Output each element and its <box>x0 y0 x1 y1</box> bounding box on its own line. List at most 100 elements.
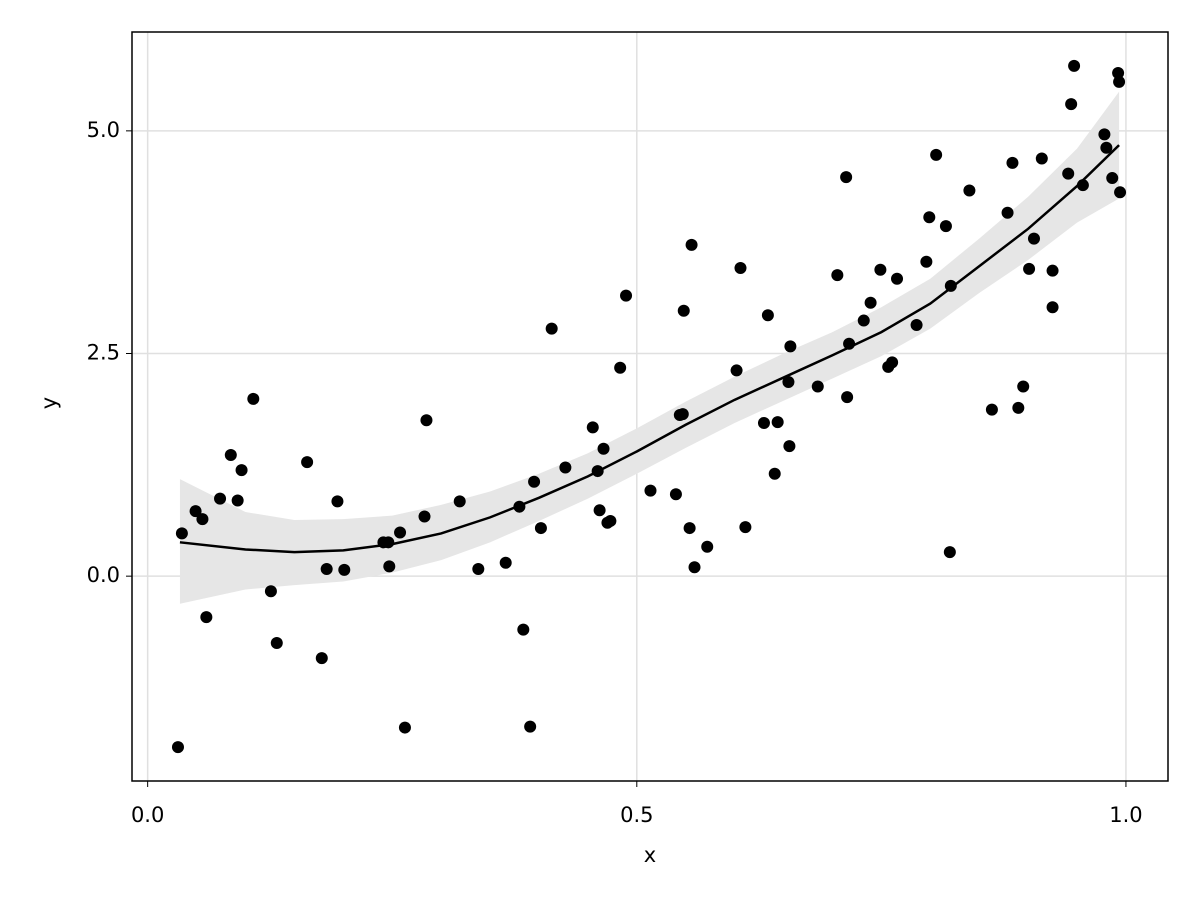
point <box>320 563 333 576</box>
point <box>685 238 698 251</box>
point <box>301 456 314 469</box>
point <box>701 540 714 553</box>
point <box>1012 401 1025 414</box>
point <box>175 527 188 540</box>
point <box>683 522 696 535</box>
point <box>910 319 923 332</box>
point <box>513 500 526 513</box>
point <box>545 322 558 335</box>
point <box>528 475 541 488</box>
point <box>200 611 213 624</box>
point <box>891 272 904 285</box>
point <box>943 546 956 559</box>
point <box>1001 206 1014 219</box>
point <box>1114 186 1127 199</box>
fit-line <box>179 144 1120 554</box>
point <box>591 465 604 478</box>
point <box>757 416 770 429</box>
point <box>831 269 844 282</box>
point <box>593 504 606 517</box>
point <box>196 513 209 526</box>
point <box>939 220 952 233</box>
point <box>864 296 877 309</box>
point <box>214 492 227 505</box>
point <box>874 263 887 276</box>
plot-frame <box>131 31 1169 782</box>
point <box>1027 232 1040 245</box>
point <box>1017 380 1030 393</box>
point <box>782 376 795 389</box>
point <box>620 289 633 302</box>
point <box>843 337 856 350</box>
point <box>1062 167 1075 180</box>
point <box>270 636 283 649</box>
y-tick-label: 0.0 <box>87 563 120 587</box>
point <box>1065 98 1078 111</box>
point <box>331 495 344 508</box>
point <box>768 467 781 480</box>
point <box>1098 128 1111 141</box>
point <box>1068 59 1081 72</box>
point <box>534 522 547 535</box>
point <box>930 148 943 161</box>
point <box>688 561 701 574</box>
point <box>235 464 248 477</box>
point <box>784 340 797 353</box>
point <box>920 255 933 268</box>
point <box>597 442 610 455</box>
point <box>857 314 870 327</box>
point <box>418 510 431 523</box>
point <box>1100 141 1113 154</box>
point <box>1006 156 1019 169</box>
point <box>841 391 854 404</box>
point <box>1046 301 1059 314</box>
point <box>247 392 260 405</box>
point <box>1106 172 1119 185</box>
point <box>231 494 244 507</box>
point <box>1076 179 1089 192</box>
y-tick-label: 2.5 <box>87 341 120 365</box>
x-tick-label: 0.0 <box>131 803 164 827</box>
point <box>771 416 784 429</box>
point <box>739 521 752 534</box>
point <box>1112 66 1125 79</box>
point <box>586 421 599 434</box>
point <box>1046 264 1059 277</box>
x-axis-label: x <box>644 843 656 867</box>
point <box>171 741 184 754</box>
point <box>811 380 824 393</box>
point <box>394 526 407 539</box>
point <box>644 484 657 497</box>
point <box>472 563 485 576</box>
x-tick-label: 0.5 <box>620 803 653 827</box>
point <box>944 279 957 292</box>
point <box>886 356 899 369</box>
point <box>420 414 433 427</box>
point <box>783 440 796 453</box>
point <box>524 720 537 733</box>
point <box>315 652 328 665</box>
point <box>1113 75 1126 88</box>
confidence-band <box>179 91 1120 604</box>
point <box>499 556 512 569</box>
point <box>1035 152 1048 165</box>
point <box>761 309 774 322</box>
point <box>840 171 853 184</box>
point <box>338 563 351 576</box>
point <box>1023 262 1036 275</box>
point <box>923 211 936 224</box>
point <box>224 449 237 462</box>
point <box>963 184 976 197</box>
point <box>669 488 682 501</box>
point <box>453 495 466 508</box>
point <box>734 262 747 275</box>
y-axis-label: y <box>37 397 61 409</box>
point <box>382 536 395 549</box>
point <box>264 585 277 598</box>
point <box>398 721 411 734</box>
point <box>677 304 690 317</box>
point <box>517 623 530 636</box>
point <box>383 560 396 573</box>
y-tick-label: 5.0 <box>87 118 120 142</box>
